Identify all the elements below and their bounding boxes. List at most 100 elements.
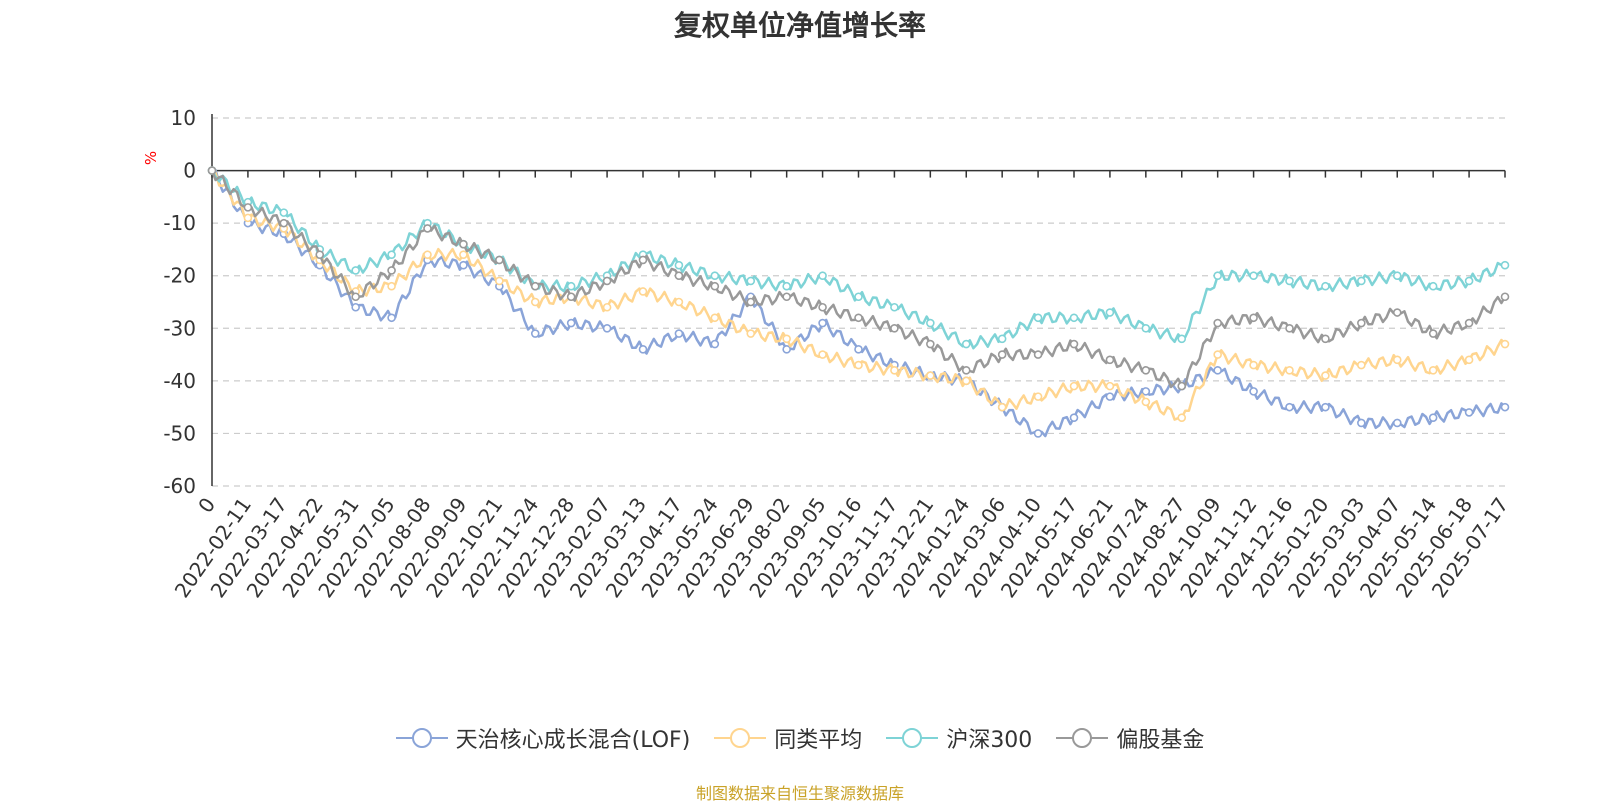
data-point	[1357, 360, 1366, 370]
data-point	[1285, 323, 1294, 333]
data-point	[1141, 387, 1151, 396]
data-point	[961, 366, 971, 375]
legend-item[interactable]: 天治核心成长混合(LOF)	[395, 722, 691, 754]
legend-swatch	[395, 728, 448, 748]
data-point	[1177, 381, 1187, 391]
legend-label: 同类平均	[774, 728, 863, 753]
data-point	[1069, 313, 1079, 323]
data-point	[1249, 360, 1258, 370]
legend-swatch	[1056, 728, 1109, 748]
legend-swatch	[714, 728, 767, 748]
y-tick-label: -20	[163, 264, 196, 288]
data-point	[459, 239, 468, 249]
legend-label: 沪深300	[946, 728, 1033, 753]
legend: 天治核心成长混合(LOF) 同类平均 沪深300 偏股基金	[0, 722, 1600, 754]
data-point	[1069, 413, 1079, 422]
y-axis-label: %	[142, 151, 160, 165]
data-point	[1141, 366, 1151, 375]
data-point	[818, 302, 827, 312]
source-note: 制图数据来自恒生聚源数据库	[695, 784, 904, 803]
data-point	[782, 281, 791, 291]
data-point	[279, 218, 289, 228]
data-point	[387, 313, 396, 323]
data-point	[1464, 408, 1474, 417]
data-point	[782, 292, 791, 302]
data-point	[1177, 413, 1187, 422]
data-point	[890, 366, 899, 375]
data-point	[997, 402, 1007, 412]
data-point	[1500, 402, 1510, 412]
data-point	[746, 297, 756, 307]
axis-layer	[211, 114, 1506, 486]
data-point	[1357, 276, 1366, 286]
data-point	[1249, 271, 1258, 281]
data-point	[387, 281, 396, 291]
data-point	[602, 323, 612, 333]
data-point	[279, 208, 289, 217]
data-point	[997, 334, 1007, 344]
data-point	[1033, 392, 1043, 401]
chart-title: 复权单位净值增长率	[673, 9, 926, 42]
y-tick-label: -50	[163, 421, 196, 445]
data-point	[746, 276, 756, 286]
data-point	[1321, 334, 1330, 344]
data-point	[1141, 397, 1151, 407]
data-point	[602, 276, 612, 286]
data-point	[243, 213, 253, 223]
data-point	[1464, 355, 1474, 365]
data-point	[1249, 313, 1258, 323]
data-point	[854, 345, 863, 354]
data-point	[1428, 366, 1438, 375]
data-point	[1177, 334, 1187, 344]
data-point	[1105, 308, 1115, 317]
data-point	[638, 255, 648, 265]
data-point	[926, 339, 935, 349]
y-tick-label: 0	[183, 159, 196, 183]
data-point	[1392, 308, 1402, 317]
data-point	[1033, 429, 1043, 438]
data-point	[961, 376, 971, 386]
data-point	[1033, 313, 1043, 323]
data-point	[926, 318, 935, 328]
data-point	[1428, 413, 1438, 422]
data-point	[243, 203, 253, 212]
data-point	[530, 281, 540, 291]
data-point	[926, 371, 935, 380]
data-point	[674, 329, 684, 338]
data-point	[961, 339, 971, 349]
data-point	[566, 292, 576, 302]
data-point	[782, 345, 791, 354]
legend-item[interactable]: 沪深300	[886, 722, 1032, 754]
data-point	[1392, 271, 1402, 281]
y-tick-label: 10	[171, 106, 196, 130]
data-point	[1105, 355, 1115, 365]
legend-item[interactable]: 偏股基金	[1056, 722, 1204, 754]
data-point	[1213, 366, 1222, 375]
data-point	[1105, 392, 1115, 401]
legend-item[interactable]: 同类平均	[714, 722, 862, 754]
data-point	[674, 297, 684, 307]
data-point	[495, 276, 504, 286]
data-point	[1141, 323, 1151, 333]
data-point	[1213, 350, 1222, 359]
y-tick-label: -30	[163, 316, 196, 340]
data-point	[602, 302, 612, 312]
data-point	[423, 250, 432, 259]
data-point	[890, 302, 899, 312]
data-point	[1357, 318, 1366, 328]
data-point	[495, 255, 504, 265]
data-point	[638, 287, 648, 296]
data-point	[1500, 260, 1510, 270]
data-point	[530, 297, 540, 307]
legend-label: 偏股基金	[1116, 728, 1205, 753]
data-point	[351, 266, 360, 275]
data-point	[854, 292, 863, 302]
data-point	[710, 281, 720, 291]
data-point	[1213, 318, 1222, 328]
legend-label: 天治核心成长混合(LOF)	[455, 728, 691, 753]
data-point	[710, 339, 720, 349]
data-point	[1392, 418, 1402, 428]
data-point	[854, 313, 863, 323]
data-point	[638, 345, 648, 354]
